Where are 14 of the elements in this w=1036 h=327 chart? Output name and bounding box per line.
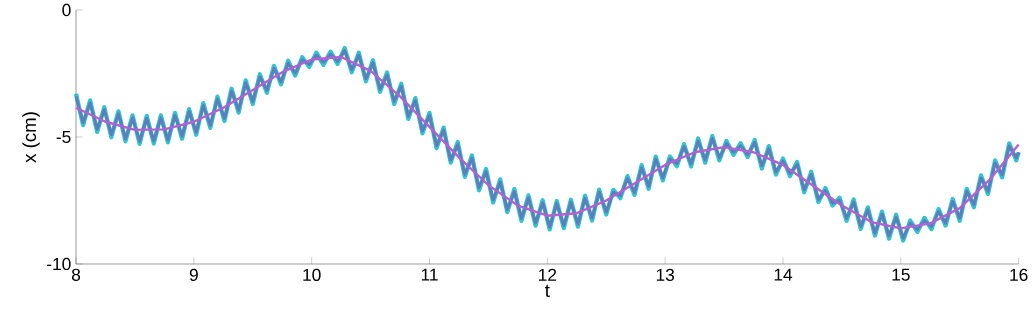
y-tick-label: 0	[62, 3, 71, 17]
x-tick-label: 11	[421, 268, 438, 281]
y-tick-label: -10	[47, 257, 71, 271]
x-axis-title: t	[545, 284, 550, 297]
x-tick-label: 14	[774, 268, 793, 281]
x-tick-label: 16	[1010, 268, 1028, 281]
y-tick-label: -5	[56, 130, 71, 144]
x-tick-label: 9	[189, 268, 198, 281]
x-tick-label: 12	[539, 268, 557, 281]
x-tick-label: 15	[892, 268, 910, 281]
x-tick-label: 13	[656, 268, 675, 281]
y-axis-title: x (cm)	[22, 112, 40, 163]
x-tick-label: 8	[71, 268, 81, 281]
x-tick-label: 10	[303, 268, 321, 281]
